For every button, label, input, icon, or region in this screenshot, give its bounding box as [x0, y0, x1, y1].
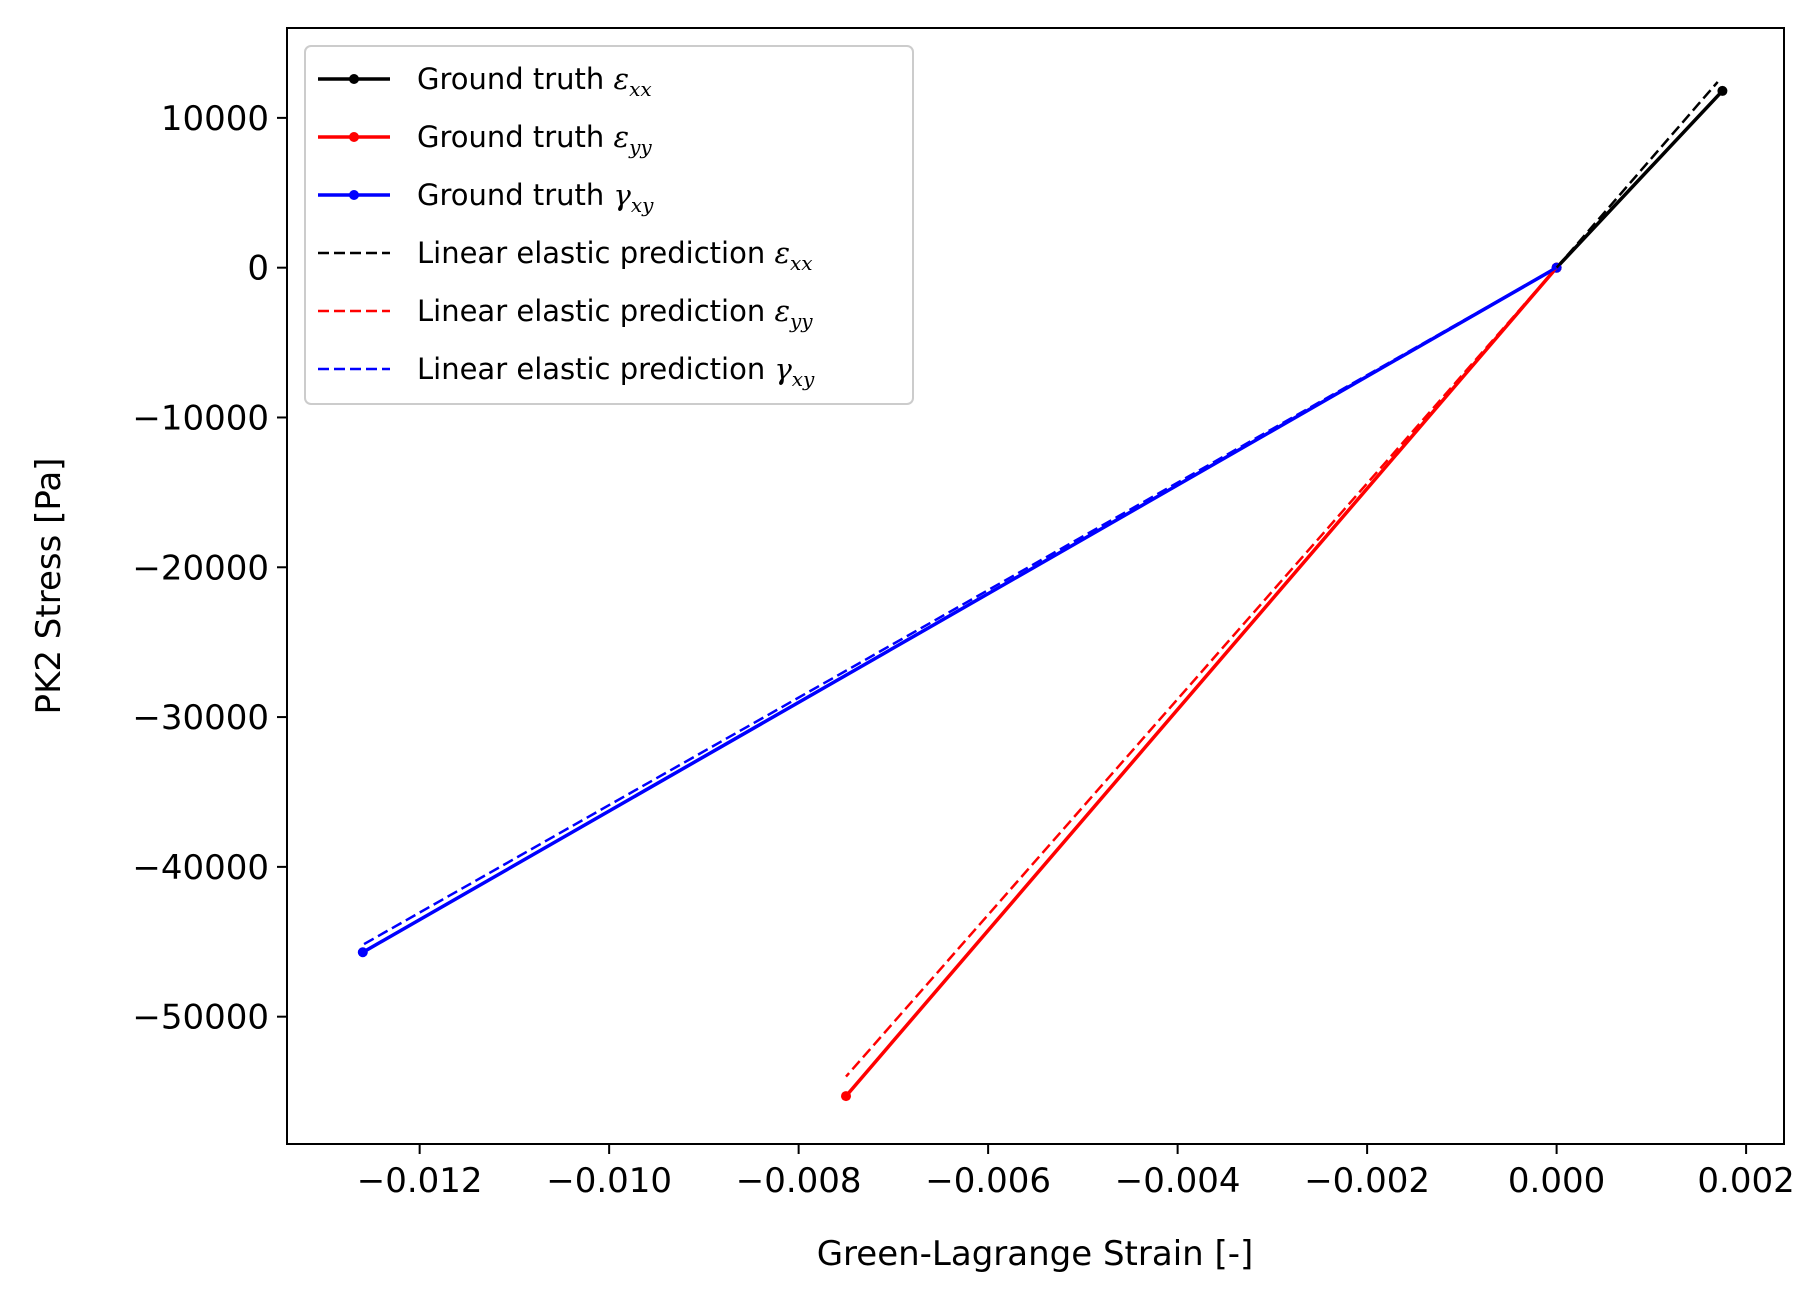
series-line-prediction-xy — [362, 266, 1558, 946]
data-point-ground-truth-yy — [841, 1091, 852, 1102]
x-tick-label: 0.000 — [1508, 1161, 1605, 1201]
x-tick-label: −0.006 — [925, 1161, 1051, 1201]
legend-label-name: Ground truth — [417, 178, 614, 212]
legend-label-subscript: yy — [628, 135, 652, 159]
x-tick-label: −0.012 — [357, 1161, 483, 1201]
x-tick-label: −0.004 — [1115, 1161, 1241, 1201]
legend-label-name: Ground truth — [417, 120, 614, 154]
x-tick-label: −0.010 — [546, 1161, 672, 1201]
series-line-prediction-yy — [845, 266, 1558, 1078]
legend-label-name: Linear elastic prediction — [417, 236, 774, 270]
legend-label: Ground truth εyy — [417, 120, 652, 159]
series-line-prediction-xx — [1555, 81, 1719, 269]
legend-label-subscript: xy — [631, 193, 654, 217]
legend-label-name: Ground truth — [417, 62, 614, 96]
legend-label-symbol: ε — [774, 294, 790, 328]
legend-label-name: Linear elastic prediction — [417, 294, 774, 328]
legend-label-symbol: γ — [614, 178, 632, 212]
legend-label: Linear elastic prediction γxy — [417, 352, 815, 391]
y-tick-label: −10000 — [132, 398, 269, 438]
y-tick-label: 10000 — [161, 99, 269, 139]
y-axis-title: PK2 Stress [Pa] — [29, 458, 69, 715]
legend-label: Linear elastic prediction εyy — [417, 294, 813, 333]
legend-marker — [349, 190, 359, 200]
data-point-ground-truth-xy — [357, 947, 368, 958]
legend-marker — [349, 74, 359, 84]
legend-label-subscript: xx — [790, 251, 813, 275]
axes-layer: −0.012 −0.010 −0.008 −0.006 −0.004 −0.002 0.00… — [132, 99, 1794, 1201]
y-tick-label: −20000 — [132, 548, 269, 588]
legend-label-symbol: ε — [614, 62, 630, 96]
legend-label-subscript: xx — [629, 77, 652, 101]
legend-label-symbol: ε — [614, 120, 630, 154]
data-point-ground-truth-xx — [1717, 85, 1728, 96]
y-tick-label: −40000 — [132, 848, 269, 888]
plot-frame — [286, 27, 1785, 1145]
x-tick-label: −0.002 — [1304, 1161, 1430, 1201]
legend-marker — [349, 132, 359, 142]
series-line-ground-truth-xx — [1555, 89, 1724, 269]
legend-label: Ground truth εxx — [417, 62, 652, 101]
legend-label-symbol: ε — [774, 236, 790, 270]
x-axis-title: Green-Lagrange Strain [-] — [817, 1234, 1254, 1274]
legend-label: Linear elastic prediction εxx — [417, 236, 813, 275]
legend-label-symbol: γ — [774, 352, 792, 386]
x-tick-label: 0.002 — [1697, 1161, 1794, 1201]
series-line-ground-truth-yy — [844, 266, 1558, 1098]
x-tick-label: −0.008 — [736, 1161, 862, 1201]
legend-box — [304, 45, 914, 405]
y-tick-label: −50000 — [132, 998, 269, 1038]
y-tick-label: −30000 — [132, 698, 269, 738]
series-layer — [357, 81, 1728, 1102]
legend-label: Ground truth γxy — [417, 178, 654, 217]
legend-label-name: Linear elastic prediction — [417, 352, 774, 386]
legend-label-subscript: xy — [792, 367, 815, 391]
y-tick-label: 0 — [247, 249, 269, 289]
legend-label-subscript: yy — [789, 309, 813, 333]
